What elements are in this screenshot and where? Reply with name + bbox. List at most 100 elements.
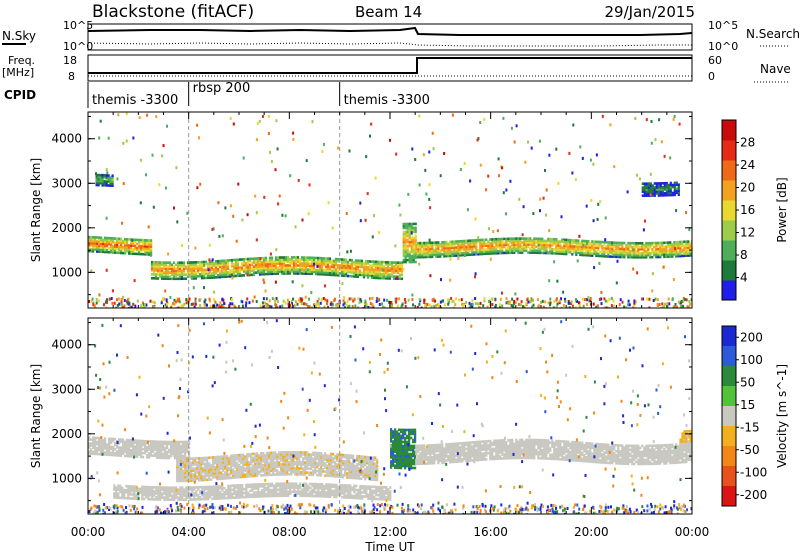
data-cell <box>236 258 240 262</box>
data-speck <box>668 302 671 306</box>
data-speck <box>627 299 630 303</box>
data-cell <box>376 266 380 270</box>
data-cell <box>665 181 668 185</box>
data-cell <box>677 242 680 246</box>
data-cell <box>368 458 371 461</box>
data-cell <box>250 466 253 470</box>
data-cell <box>298 268 302 271</box>
data-cell <box>390 263 394 266</box>
data-cell <box>242 457 245 461</box>
data-cell <box>358 461 361 464</box>
data-cell <box>90 239 93 243</box>
data-cell <box>200 262 204 266</box>
data-cell <box>551 239 554 243</box>
data-cell <box>659 186 662 189</box>
data-cell <box>328 267 332 270</box>
data-cell <box>282 260 286 263</box>
nave-tick-bottom: 0 <box>708 70 715 83</box>
data-speck <box>482 304 485 308</box>
data-cell <box>577 247 580 250</box>
data-cell <box>150 450 153 453</box>
data-cell <box>238 475 241 479</box>
data-cell <box>685 240 688 243</box>
data-cell <box>346 466 349 469</box>
data-cell <box>579 243 582 247</box>
data-cell <box>629 251 632 255</box>
data-cell <box>174 444 177 448</box>
data-cell <box>286 459 289 462</box>
data-speck <box>388 300 391 304</box>
data-cell <box>513 247 516 250</box>
data-cell <box>272 262 276 265</box>
data-cell <box>340 268 344 271</box>
data-cell <box>310 455 313 458</box>
data-cell <box>148 241 151 244</box>
data-cell <box>94 248 97 251</box>
data-cell <box>294 469 297 472</box>
data-cell <box>198 465 201 468</box>
data-cell <box>423 255 426 259</box>
data-speck <box>116 304 119 307</box>
data-cell <box>150 277 154 280</box>
data-cell <box>260 454 263 457</box>
data-speck <box>418 297 421 301</box>
data-cell <box>659 255 662 259</box>
data-cell <box>513 245 516 248</box>
data-cell <box>204 474 207 478</box>
data-cell <box>445 250 448 254</box>
data-cell <box>192 265 196 268</box>
data-cell <box>623 251 626 255</box>
data-cell <box>282 262 286 265</box>
data-cell <box>364 477 367 481</box>
data-speck <box>452 306 455 308</box>
data-cell <box>463 245 466 249</box>
data-cell <box>663 182 666 185</box>
data-cell <box>124 444 127 448</box>
data-cell <box>188 477 191 481</box>
data-cell <box>551 250 554 253</box>
data-speck <box>284 301 287 305</box>
data-cell <box>220 265 224 269</box>
data-cell <box>354 470 357 474</box>
data-cell <box>104 443 107 446</box>
data-cell <box>531 243 534 246</box>
data-speck <box>193 305 196 308</box>
data-speck <box>126 301 129 305</box>
data-cell <box>234 274 238 278</box>
data-speck <box>579 145 582 149</box>
data-speck <box>228 304 231 308</box>
data-cell <box>368 464 371 467</box>
data-cell <box>386 269 390 272</box>
data-cell <box>318 455 321 459</box>
data-cell <box>649 190 652 193</box>
data-cell <box>236 274 240 278</box>
data-speck <box>586 241 588 245</box>
data-cell <box>274 457 277 460</box>
data-cell <box>370 264 374 267</box>
data-cell <box>296 272 300 275</box>
data-cell <box>386 261 390 264</box>
data-cell <box>334 461 337 464</box>
data-cell <box>234 260 238 264</box>
data-cell <box>184 475 187 479</box>
data-cell <box>92 242 95 245</box>
data-cell <box>158 456 161 460</box>
data-cell <box>228 466 231 470</box>
data-cell <box>457 244 460 247</box>
data-speck <box>138 116 141 120</box>
data-speck <box>370 306 372 308</box>
data-cell <box>272 260 276 263</box>
data-cell <box>174 271 178 275</box>
data-cell <box>174 442 177 446</box>
data-cell <box>635 250 638 253</box>
data-cell <box>288 453 291 456</box>
data-cell <box>280 266 284 269</box>
data-cell <box>435 255 438 258</box>
data-cell <box>308 471 311 474</box>
data-speck <box>173 206 175 210</box>
data-cell <box>366 467 369 471</box>
data-cell <box>535 237 538 240</box>
data-cell <box>105 180 108 183</box>
data-cell <box>246 267 250 271</box>
data-cell <box>238 274 242 277</box>
